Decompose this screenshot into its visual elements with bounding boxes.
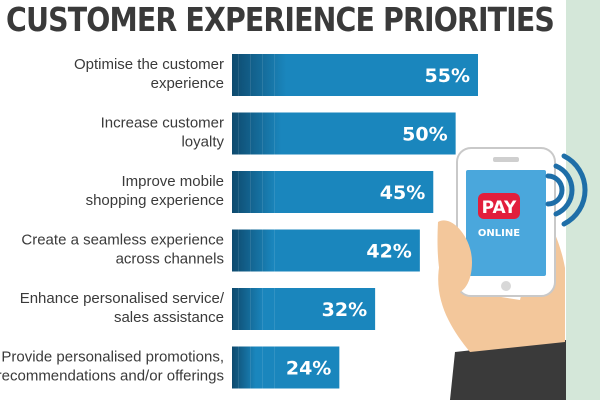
- category-label: Provide personalised promotions,: [1, 349, 224, 366]
- bar-value-label: 55%: [425, 65, 470, 87]
- category-label: Enhance personalised service/: [20, 290, 225, 307]
- phone-screen: [466, 170, 546, 276]
- bar: [232, 288, 376, 330]
- pay-text: PAY: [482, 198, 517, 218]
- bar-stripe: [238, 346, 239, 389]
- bar-stripe: [262, 171, 263, 213]
- bar-stripe: [250, 229, 251, 272]
- bar: [232, 229, 420, 272]
- category-label: Increase customer: [101, 115, 224, 132]
- category-label: Create a seamless experience: [21, 232, 224, 249]
- category-label: shopping experience: [86, 192, 224, 209]
- wave-middle: [553, 163, 575, 217]
- bar-stripe: [262, 346, 263, 389]
- category-label: Improve mobile: [121, 173, 224, 190]
- bar-value-label: 45%: [380, 182, 425, 204]
- bar-stripe: [274, 346, 275, 389]
- wave-inner: [545, 173, 565, 207]
- bar-stripe: [238, 288, 239, 330]
- bar-stripe: [274, 171, 275, 213]
- bar-value-label: 42%: [366, 241, 411, 263]
- online-text: ONLINE: [478, 228, 520, 239]
- bars-group: 55% Optimise the customer experience 50% Inc…: [0, 54, 478, 389]
- category-label: recommendations and/or offerings: [0, 368, 224, 385]
- category-label: loyalty: [181, 134, 224, 151]
- bar-stripe: [250, 288, 251, 330]
- bar-stripe: [238, 54, 239, 96]
- bar-stripe: [274, 229, 275, 272]
- bar-stripe: [262, 54, 263, 96]
- bar-stripe: [250, 346, 251, 389]
- sleeve-shape: [450, 340, 566, 400]
- bar-stripe: [250, 54, 251, 96]
- phone-illustration: PAY ONLINE: [437, 147, 588, 400]
- bar-value-label: 50%: [402, 124, 447, 146]
- bar-value-label: 24%: [286, 358, 331, 380]
- bar: [232, 346, 340, 389]
- category-label: across channels: [116, 251, 224, 268]
- bar: [232, 54, 478, 96]
- bar-stripe: [238, 112, 239, 155]
- bar-stripe: [250, 112, 251, 155]
- pay-button: [478, 193, 520, 219]
- bar-stripe: [238, 171, 239, 213]
- category-label: Optimise the customer: [74, 56, 224, 73]
- contactless-icon: [545, 153, 588, 227]
- bar-stripe: [262, 112, 263, 155]
- phone-speaker: [493, 157, 519, 162]
- category-label: sales assistance: [114, 309, 224, 326]
- bar-stripe: [274, 54, 275, 96]
- bar-stripe: [250, 171, 251, 213]
- bar-stripe: [262, 288, 263, 330]
- thumb-shape: [437, 220, 472, 295]
- bar-stripe: [262, 229, 263, 272]
- bar: [232, 171, 434, 213]
- chart-title: CUSTOMER EXPERIENCE PRIORITIES: [6, 0, 555, 39]
- bar: [232, 112, 456, 155]
- phone-home-button: [501, 281, 511, 291]
- bar-value-label: 32%: [322, 299, 367, 321]
- category-label: experience: [151, 75, 224, 92]
- bar-stripe: [274, 288, 275, 330]
- wave-outer: [561, 153, 588, 227]
- bar-stripe: [274, 112, 275, 155]
- bar-stripe: [238, 229, 239, 272]
